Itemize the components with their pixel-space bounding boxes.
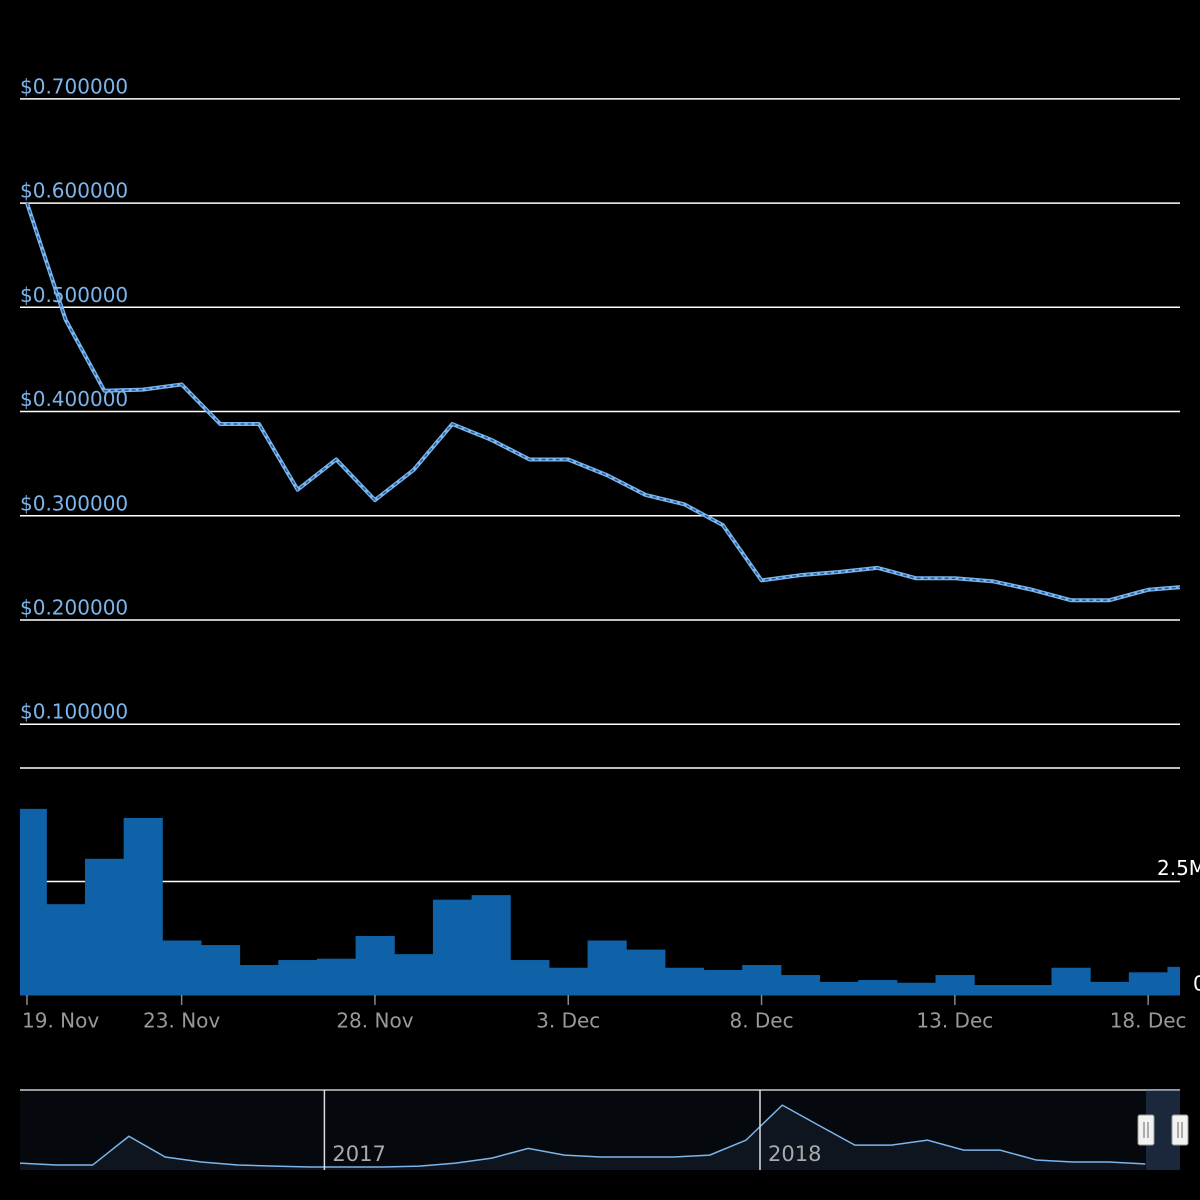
x-tick-label: 18. Dec <box>1110 1009 1187 1033</box>
navigator-layer: 2017 2018 <box>20 1090 1146 1170</box>
volume-bar <box>935 975 975 995</box>
volume-bar <box>20 808 47 995</box>
navigator-area <box>20 1105 1146 1170</box>
volume-bar <box>1012 985 1052 995</box>
price-line-inner <box>26 202 1180 601</box>
x-tick-label: 8. Dec <box>729 1009 793 1033</box>
y-tick-label: $0.300000 <box>20 491 128 515</box>
volume-bar <box>587 940 627 995</box>
volume-bar <box>626 949 666 995</box>
volume-bar <box>123 817 163 995</box>
volume-bar <box>316 958 357 995</box>
volume-bar <box>1128 972 1168 995</box>
navigator-label: 2017 <box>332 1142 385 1166</box>
volume-bar <box>896 982 937 995</box>
volume-bar <box>432 899 473 995</box>
volume-bar <box>1167 966 1180 995</box>
volume-bar <box>278 960 318 995</box>
y-tick-label: $0.100000 <box>20 700 128 724</box>
x-tick-label: 19. Nov <box>22 1009 99 1033</box>
y-tick-label: $0.200000 <box>20 595 128 619</box>
volume-bar <box>200 945 241 995</box>
x-tick-label: 28. Nov <box>336 1009 413 1033</box>
volume-bar <box>355 935 395 995</box>
x-tick-label: 3. Dec <box>536 1009 600 1033</box>
volume-bar <box>46 904 86 995</box>
volume-bar <box>510 960 550 995</box>
volume-bar <box>742 965 782 995</box>
y2-tick-label: 0 <box>1193 972 1200 996</box>
plot-area <box>20 202 1180 995</box>
navigator-plot <box>20 1104 1146 1170</box>
volume-bar <box>1090 981 1130 995</box>
volume-bar <box>703 970 743 995</box>
x-tick-label: 13. Dec <box>916 1009 993 1033</box>
volume-bar <box>664 967 705 995</box>
volume-bar <box>974 985 1014 995</box>
y-tick-label: $0.600000 <box>20 179 128 203</box>
x-tick-label: 23. Nov <box>143 1009 220 1033</box>
volume-bar <box>858 980 898 995</box>
y-tick-label: $0.500000 <box>20 283 128 307</box>
navigator-handle[interactable] <box>1171 1114 1189 1146</box>
volume-bar <box>471 895 511 995</box>
navigator-label: 2018 <box>768 1142 821 1166</box>
volume-bar <box>1051 967 1091 995</box>
volume-bar <box>84 858 125 995</box>
volume-bar <box>394 954 434 995</box>
volume-bar <box>780 975 821 995</box>
y-tick-label: $0.700000 <box>20 74 128 98</box>
main-layer: $0.100000$0.200000$0.300000$0.400000$0.5… <box>20 74 1200 1033</box>
volume-bar <box>548 967 589 995</box>
volume-bar <box>162 940 202 995</box>
navigator-line <box>20 1104 1146 1168</box>
volume-bar <box>819 981 859 995</box>
y2-tick-label: 2.5M <box>1157 856 1200 880</box>
navigator-handle[interactable] <box>1137 1114 1155 1146</box>
volume-bar <box>239 965 279 995</box>
